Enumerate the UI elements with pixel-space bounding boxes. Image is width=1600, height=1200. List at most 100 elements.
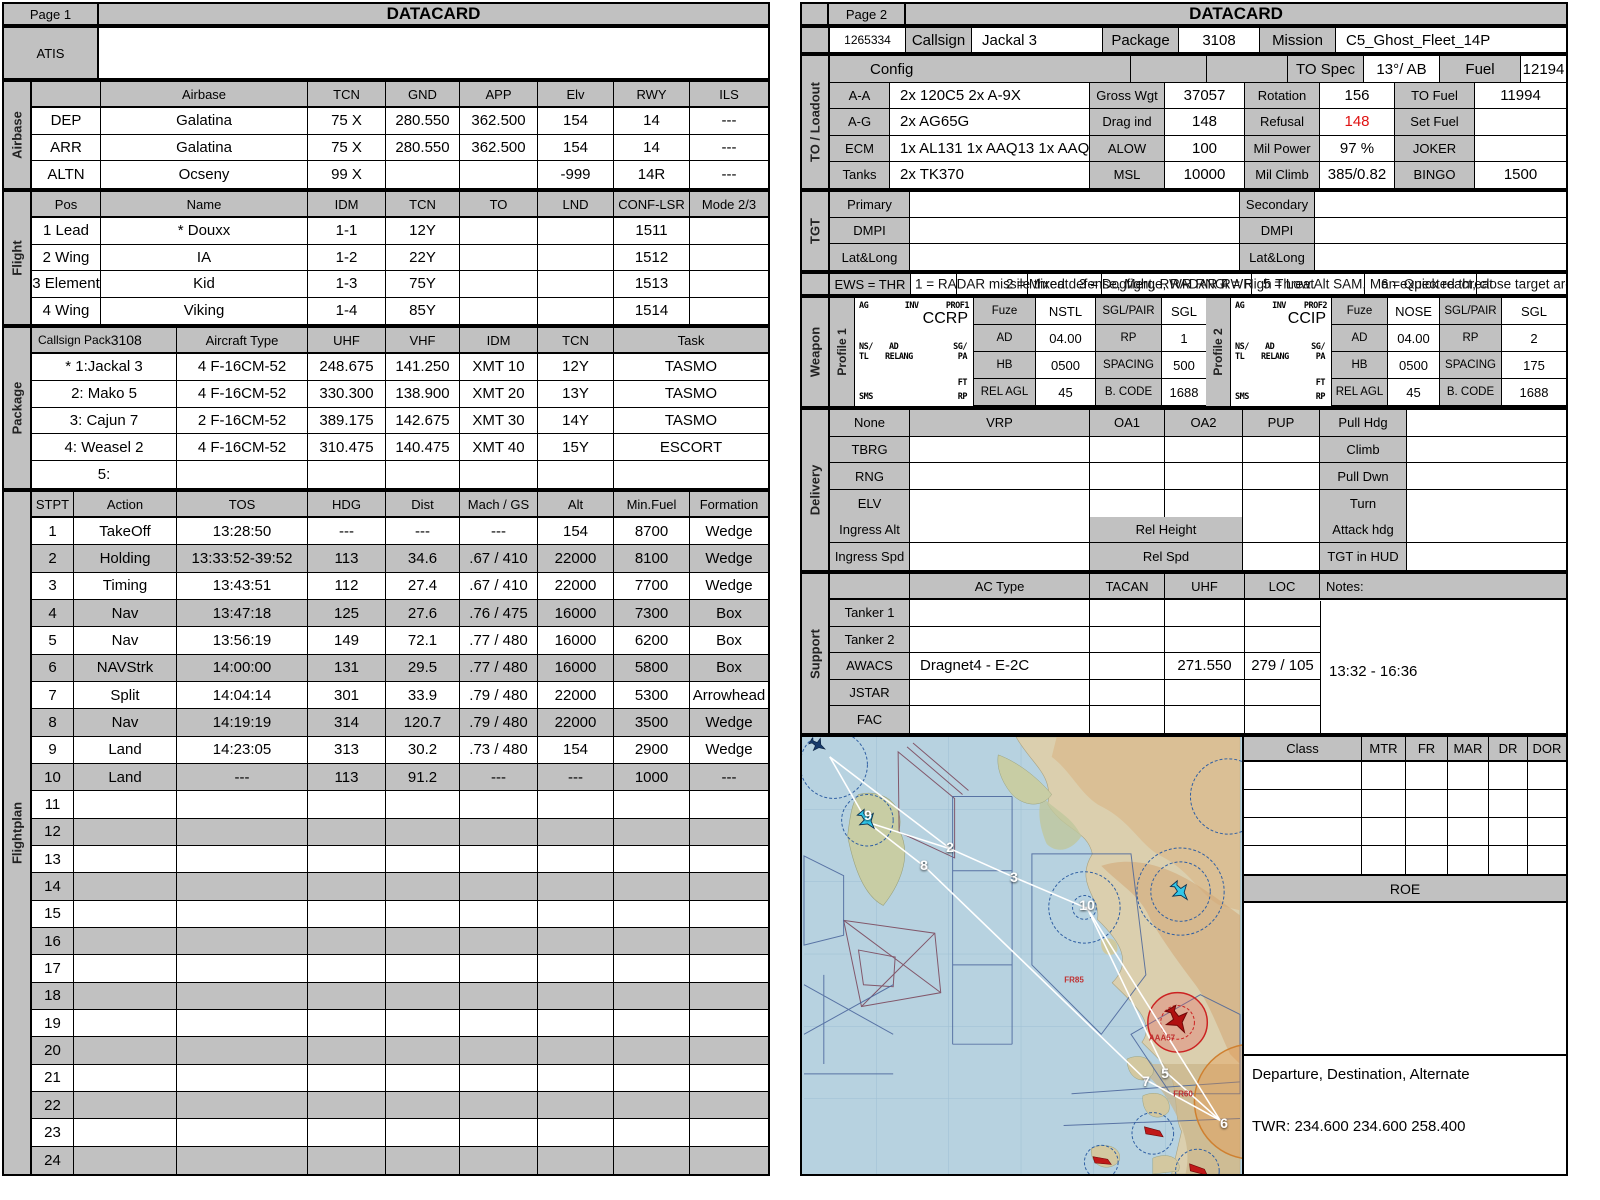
- package-header-row: Callsign Pack 3108 Aircraft Type UHF VHF …: [32, 328, 768, 354]
- table-cell: [386, 982, 460, 1010]
- loadout-rows: A-A 2x 120C5 2x A-9X Gross Wgt 37057 Rotatio…: [830, 83, 1566, 188]
- table-cell: [308, 1009, 386, 1038]
- page1-title: DATACARD: [99, 4, 768, 24]
- table-cell: HDG: [308, 492, 386, 518]
- table-cell: [614, 845, 690, 874]
- table-cell: 149: [308, 627, 386, 655]
- table-cell: [1165, 436, 1243, 464]
- table-cell: REL AGL: [974, 379, 1036, 406]
- table-cell: [690, 1147, 768, 1174]
- awacs-onstation-time: 13:32 - 16:36: [1329, 663, 1418, 680]
- table-cell: [614, 1064, 690, 1092]
- table-cell: ---: [721, 166, 737, 184]
- table-cell: 8100: [614, 545, 690, 573]
- table-cell: 1688: [1502, 379, 1566, 406]
- table-row: HB 0500 SPACING 175: [1332, 352, 1566, 379]
- table-cell: 27.4: [386, 572, 460, 600]
- table-cell: 148: [1320, 109, 1395, 136]
- table-cell: 22000: [538, 545, 614, 573]
- table-cell: 113: [308, 545, 386, 573]
- table-cell: [614, 1146, 690, 1174]
- table-row: 13: [32, 845, 768, 874]
- table-cell: MSL: [1090, 161, 1165, 188]
- table-cell: 500: [1162, 352, 1206, 379]
- table-row: 2 Wing IA 1-2 22Y 1512: [32, 244, 768, 271]
- table-row: 1 TakeOff 13:28:50 --- --- --- 154 8700 Wedge: [32, 518, 768, 546]
- config-label: Config: [830, 56, 1131, 82]
- table-cell: [690, 298, 768, 325]
- table-row: 3 Timing 13:43:51 112 27.4.67 / 410 22000 7700…: [32, 572, 768, 600]
- table-row: [1244, 790, 1566, 818]
- table-cell: [74, 982, 177, 1010]
- table-cell: [308, 955, 386, 983]
- table-cell: [460, 791, 538, 819]
- table-cell: [910, 516, 1090, 544]
- mission-label: Mission: [1260, 28, 1336, 52]
- table-cell: [1407, 490, 1566, 517]
- table-row: AC Type TACAN UHF LOC Notes:: [830, 574, 1566, 600]
- table-cell: PUP: [1243, 410, 1320, 437]
- table-row: 20: [32, 1037, 768, 1065]
- table-cell: 5300: [614, 681, 690, 710]
- table-cell: [1528, 846, 1566, 874]
- table-cell: [1315, 192, 1566, 218]
- table-cell: REL AGL: [1332, 379, 1388, 406]
- table-cell: None: [830, 410, 910, 437]
- airbase-section: Airbase Airbase TCN GND APP Elv RWY ILS DEP Gal…: [2, 80, 770, 190]
- support-section-label: Support: [802, 574, 830, 733]
- callsign-label: Callsign: [906, 28, 972, 52]
- roe-panel: Class MTR FR MAR DR DOR ROE Departure, Destin…: [1242, 737, 1566, 1174]
- table-cell: [690, 819, 768, 846]
- table-row: DMPI DMPI: [830, 218, 1566, 244]
- table-cell: DR: [1489, 737, 1528, 762]
- table-cell: GND: [386, 82, 460, 108]
- table-cell: [74, 927, 177, 956]
- table-cell: Dist: [386, 492, 460, 518]
- table-cell: [614, 873, 690, 901]
- header-cell: Task: [614, 328, 768, 354]
- table-cell: ECM: [830, 135, 890, 162]
- table-cell: Nav: [74, 627, 177, 655]
- table-cell: [1243, 463, 1320, 491]
- table-cell: [1090, 490, 1165, 517]
- table-cell: [538, 1064, 614, 1092]
- table-cell: [690, 901, 768, 928]
- table-cell: 279 / 105: [1245, 653, 1320, 680]
- page1-label[interactable]: Page 1: [4, 4, 99, 24]
- table-row: Airbase TCN GND APP Elv RWY ILS: [32, 82, 768, 108]
- table-cell: Ocseny: [101, 161, 308, 189]
- ident-section: 1265334 Callsign Jackal 3 Package 3108 M…: [800, 26, 1568, 54]
- table-cell: [74, 1064, 177, 1092]
- table-cell: [538, 982, 614, 1010]
- table-cell: 15: [32, 900, 74, 928]
- table-cell: [74, 900, 177, 928]
- table-cell: .67 / 410: [460, 545, 538, 573]
- table-row: 12: [32, 818, 768, 846]
- table-cell: SPACING: [1096, 352, 1162, 379]
- table-cell: [460, 297, 538, 324]
- ews-program-text: 6 = Quick react, close target area: [1381, 276, 1566, 292]
- table-cell: Wedge: [690, 573, 768, 600]
- table-cell: [308, 1119, 386, 1147]
- table-cell: 8: [32, 709, 74, 737]
- table-cell: [177, 1091, 308, 1120]
- table-cell: [1362, 790, 1406, 818]
- table-cell: [538, 791, 614, 819]
- target-section-label: TGT: [802, 192, 830, 270]
- table-cell: [177, 1037, 308, 1065]
- table-cell: 85Y: [386, 297, 460, 324]
- config-row: Config TO Spec 13°/ AB Fuel 12194: [830, 56, 1566, 83]
- table-cell: [1489, 818, 1528, 846]
- table-cell: RP: [1096, 325, 1162, 352]
- table-cell: [1475, 136, 1566, 162]
- ews-program-text: 1 = RADAR missile threat: [915, 276, 1069, 292]
- table-cell: 13: [32, 845, 74, 874]
- table-cell: [177, 927, 308, 956]
- page2-label[interactable]: Page 2: [829, 4, 906, 24]
- table-cell: [74, 845, 177, 874]
- table-cell: [177, 818, 308, 846]
- table-cell: STPT: [32, 492, 74, 518]
- table-cell: 13:47:18: [177, 599, 308, 628]
- table-cell: JSTAR: [830, 679, 910, 707]
